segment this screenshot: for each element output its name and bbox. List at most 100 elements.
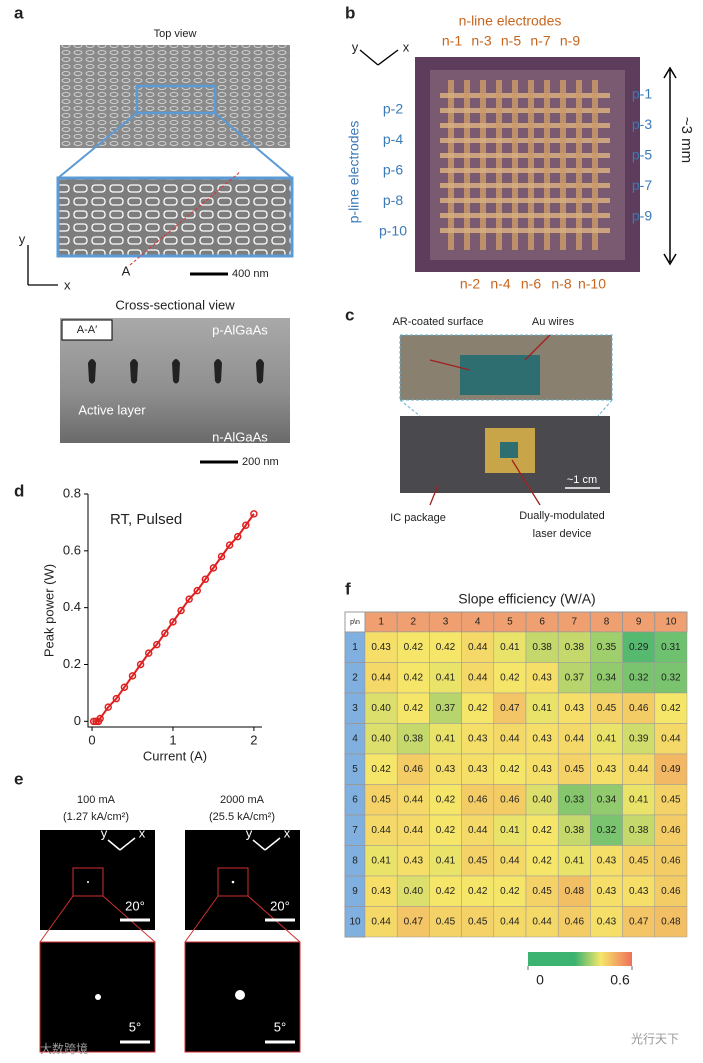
colorbar — [528, 952, 632, 966]
heat-cell — [493, 631, 527, 663]
2: n-6 — [521, 276, 541, 292]
row-label: 9 — [352, 886, 358, 897]
heat-cell — [396, 723, 430, 755]
1: p-3 — [632, 116, 652, 132]
p-electrode — [440, 168, 610, 173]
0: n-1 — [442, 33, 462, 49]
axes-arrow — [107, 837, 281, 851]
heat-cell — [396, 906, 430, 938]
chart: 0 0.2 0.4 0.6 0.8 0 1 2 Current (A) Peak power (W… — [41, 485, 262, 763]
n-electrode — [496, 80, 502, 250]
4: n-10 — [578, 276, 606, 292]
p-electrode — [440, 228, 610, 233]
cell-label: 0.48 — [565, 886, 585, 897]
heat-cell — [461, 753, 495, 785]
heat-cell — [461, 845, 495, 877]
cross-title: Cross-sectional view — [115, 297, 235, 312]
cell-label: 0.45 — [597, 703, 617, 714]
series-line — [93, 513, 255, 723]
4: p-10 — [379, 223, 407, 239]
cell-label: 0.44 — [468, 672, 488, 683]
cell-label: 0.49 — [661, 764, 681, 775]
ar-label: AR-coated surface — [392, 316, 483, 328]
device-label-2: laser device — [533, 528, 592, 540]
cell-label: 0.31 — [661, 642, 681, 653]
tag-box — [61, 319, 113, 341]
cell-label: 0.43 — [436, 764, 456, 775]
zoom-lines — [399, 399, 613, 417]
cell-label: 0.43 — [597, 855, 617, 866]
point — [193, 586, 202, 595]
cell-label: 0.43 — [532, 733, 552, 744]
heat-cell — [622, 723, 656, 755]
heat-cell — [557, 906, 591, 938]
y-tick-label: 0.2 — [63, 656, 81, 671]
cell-label: 0.42 — [500, 764, 520, 775]
heat-cell — [364, 875, 398, 907]
heat-cell — [557, 784, 591, 816]
layer-mid: Active layer — [78, 402, 146, 417]
n-electrode — [448, 80, 454, 250]
right: 光行天下 — [631, 1032, 679, 1046]
cell-label: 0.43 — [404, 855, 424, 866]
axis-y: y — [352, 39, 359, 54]
zoom-box — [72, 867, 104, 897]
cell-label: 0.42 — [468, 703, 488, 714]
row-label: 7 — [352, 825, 358, 836]
cell-label: 0.32 — [597, 825, 617, 836]
cell-label: 0.42 — [532, 855, 552, 866]
column-label: 1 — [378, 617, 384, 628]
scale-zoom: 5° — [274, 1019, 286, 1034]
heat-cell — [590, 875, 623, 907]
cell-label: 0.41 — [629, 794, 649, 805]
marker-a: A — [122, 263, 131, 278]
point — [112, 694, 121, 703]
2: p-5 — [632, 147, 652, 163]
3: p-7 — [632, 177, 652, 193]
point — [217, 552, 226, 561]
beam-spot — [235, 990, 245, 1000]
cell-label: 0.44 — [629, 764, 649, 775]
cell-label: 0.43 — [597, 916, 617, 927]
cell-label: 0.42 — [468, 886, 488, 897]
cell-label: 0.42 — [404, 703, 424, 714]
heat-cell — [461, 631, 495, 663]
far-field — [40, 830, 155, 930]
cell-label: 0.44 — [468, 825, 488, 836]
heat-cell — [493, 753, 527, 785]
colorbar-label: 0.6 — [610, 972, 630, 988]
heat-cell — [429, 753, 462, 785]
heat-cell — [654, 845, 688, 877]
label: c — [345, 305, 354, 324]
heat-cell — [622, 692, 656, 724]
cell-label: 0.47 — [404, 916, 424, 927]
p-electrode — [440, 93, 610, 98]
cell-label: 0.46 — [468, 794, 488, 805]
heat-cell — [429, 845, 462, 877]
heat-cell — [654, 814, 688, 846]
cell-label: 0.40 — [371, 733, 391, 744]
cell-label: 0.33 — [565, 794, 585, 805]
heat-cell — [461, 875, 495, 907]
annotation: RT, Pulsed — [110, 511, 182, 528]
4: p-9 — [632, 208, 652, 224]
heat-cell — [493, 814, 527, 846]
heat-cell — [622, 631, 656, 663]
cross-holes — [88, 359, 264, 384]
point — [233, 532, 242, 541]
column-label: 8 — [604, 617, 610, 628]
point — [169, 618, 177, 626]
heat-cell — [493, 845, 527, 877]
sem-top — [60, 45, 290, 148]
heat-cell — [557, 875, 591, 907]
cell-label: 0.43 — [371, 886, 391, 897]
cell-label: 0.34 — [597, 672, 617, 683]
scale-wide: 20° — [270, 898, 290, 913]
heat-cell — [654, 662, 688, 694]
cell-label: 0.43 — [565, 703, 585, 714]
cell-label: 0.29 — [629, 642, 649, 653]
2: p-6 — [383, 162, 403, 178]
cell-label: 0.44 — [500, 733, 520, 744]
heat-cell — [557, 662, 591, 694]
heat-cell — [590, 906, 623, 938]
